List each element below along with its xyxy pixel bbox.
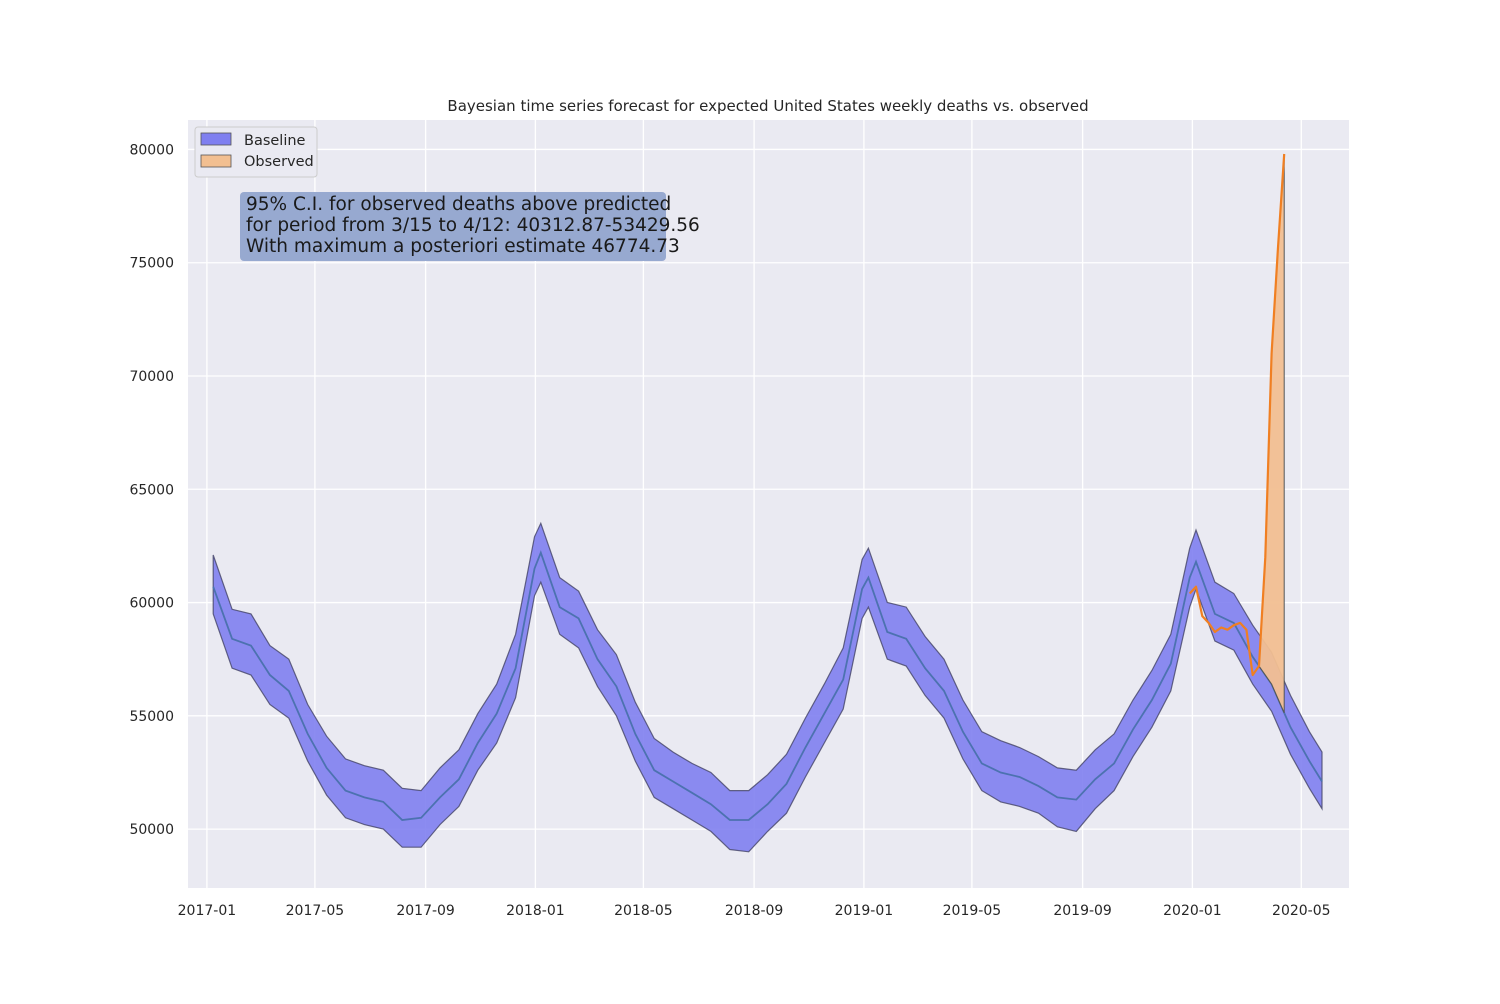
x-tick-label: 2019-01 [835, 903, 894, 919]
baseline-median-line [212, 550, 1323, 821]
baseline-band [212, 521, 1323, 853]
y-tick-label: 70000 [129, 369, 174, 385]
legend-swatch-baseline [200, 132, 232, 146]
y-tick-label: 80000 [129, 142, 174, 158]
annotation-line-1: 95% C.I. for observed deaths above predi… [246, 194, 671, 215]
x-tick-label: 2017-09 [396, 903, 455, 919]
series-layer [212, 153, 1323, 853]
annotation-background [240, 192, 666, 261]
x-tick-label: 2017-01 [178, 903, 237, 919]
x-tick-label: 2018-01 [506, 903, 565, 919]
x-tick-label: 2018-09 [725, 903, 784, 919]
x-tick-label: 2019-09 [1053, 903, 1112, 919]
legend-swatch-observed [200, 154, 232, 168]
x-tick-label: 2018-05 [614, 903, 673, 919]
observed-line [1188, 153, 1286, 677]
x-tick-label: 2020-05 [1272, 903, 1331, 919]
legend-label-observed: Observed [244, 154, 314, 170]
legend: Baseline Observed [194, 126, 318, 178]
y-tick-label: 75000 [129, 256, 174, 272]
tick-labels: 2017-01 2017-05 2017-09 2018-01 2018-05 2018-… [129, 142, 1330, 919]
chart-title: Bayesian time series forecast for expect… [447, 97, 1088, 115]
annotation-line-3: With maximum a posteriori estimate 46774… [246, 236, 680, 257]
y-tick-label: 65000 [129, 482, 174, 498]
annotation-box: 95% C.I. for observed deaths above predi… [240, 192, 700, 261]
legend-label-baseline: Baseline [244, 133, 306, 149]
y-tick-label: 55000 [129, 709, 174, 725]
y-tick-label: 50000 [129, 822, 174, 838]
y-tick-label: 60000 [129, 596, 174, 612]
x-tick-label: 2017-05 [286, 903, 345, 919]
x-tick-label: 2019-05 [943, 903, 1002, 919]
annotation-line-2: for period from 3/15 to 4/12: 40312.87-5… [246, 215, 700, 236]
x-tick-label: 2020-01 [1163, 903, 1222, 919]
